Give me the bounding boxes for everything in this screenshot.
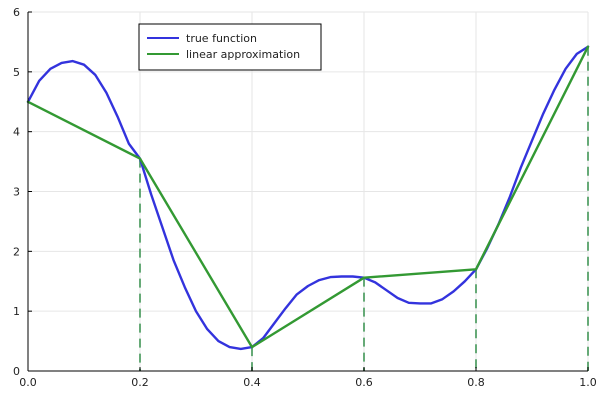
linear-approximation-line	[26, 45, 590, 349]
legend-label: true function	[186, 32, 257, 45]
axes: 0.0 0.2 0.4 0.6 0.8 1.0 0 1 2 3 4 5 6	[13, 6, 597, 389]
x-tick-label: 0.8	[467, 376, 485, 389]
y-tick-label: 2	[13, 245, 20, 258]
y-tick-label: 4	[13, 126, 20, 139]
y-tick-label: 3	[13, 186, 20, 199]
x-tick-label: 0.6	[355, 376, 373, 389]
legend-box	[138, 23, 322, 71]
legend-label: linear approximation	[186, 48, 300, 61]
x-tick-label: 0.4	[243, 376, 261, 389]
y-tick-label: 1	[13, 305, 20, 318]
y-tick-label: 6	[13, 6, 20, 19]
x-tick-label: 0.2	[131, 376, 149, 389]
dashed-guides	[139, 46, 589, 371]
y-tick-label: 0	[13, 365, 20, 378]
true-function-line	[26, 45, 590, 351]
x-tick-label: 1.0	[579, 376, 597, 389]
series-lines	[26, 45, 590, 351]
grid	[27, 11, 589, 372]
x-tick-label: 0.0	[19, 376, 37, 389]
y-tick-label: 5	[13, 66, 20, 79]
legend: true function linear approximation	[138, 23, 322, 71]
